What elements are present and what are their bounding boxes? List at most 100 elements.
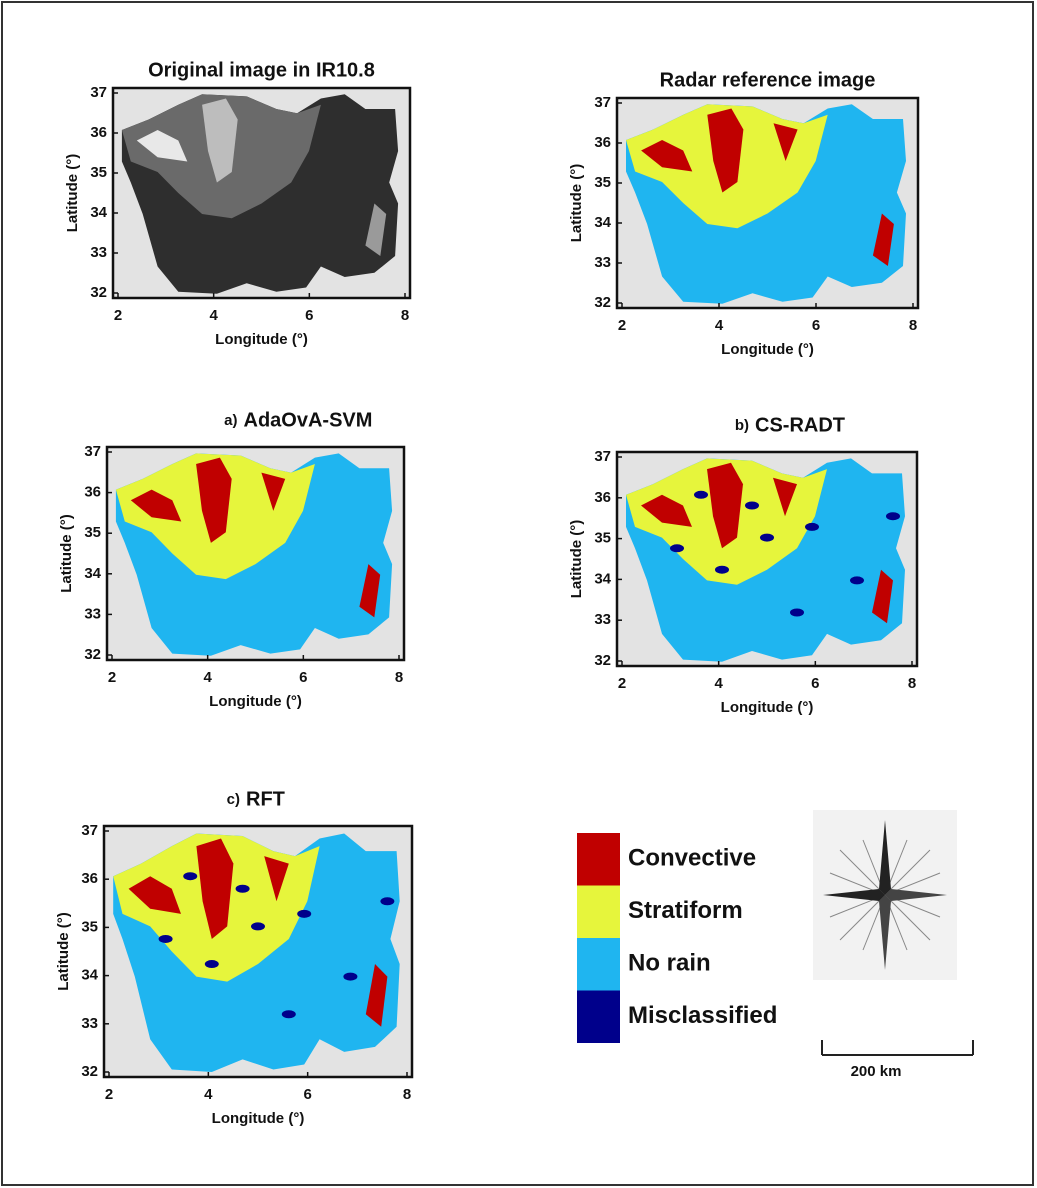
y-tick-label: 32 [594,652,611,669]
convective [196,838,234,939]
legend-label: Stratiform [628,897,743,924]
cloud [202,98,238,183]
scale-bar [821,1040,974,1056]
panel-title: Original image in IR10.8 [148,59,375,81]
y-tick-label: 35 [90,164,107,181]
map-frame [102,824,414,1079]
convective [641,494,692,527]
legend-swatch [577,885,620,938]
map-frame [111,86,412,300]
misclassified [715,565,729,574]
y-tick-label: 36 [81,870,98,887]
x-tick-label: 6 [303,1086,311,1103]
convective [365,964,388,1027]
convective [707,108,744,193]
misclassified [251,922,265,931]
x-tick-label: 8 [909,317,917,334]
x-tick-label: 2 [114,307,122,324]
map-panel: 2 4 6 8 32 33 34 35 36 37 Longitude (°) Latitude (°… [568,414,919,716]
misclassified [204,960,219,969]
panel-title: Radar reference image [660,69,876,91]
y-tick-label: 32 [90,284,107,301]
misclassified [694,490,708,499]
panel-title: RFT [246,788,285,810]
x-tick-label: 8 [908,675,916,692]
y-axis-label: Latitude (°) [568,164,585,243]
map-frame [615,96,920,310]
x-tick-label: 6 [812,317,820,334]
y-tick-label: 35 [594,174,611,191]
y-tick-label: 37 [594,94,611,111]
misclassified [297,909,312,918]
panel-title: CS-RADT [755,414,845,436]
y-tick-label: 36 [594,134,611,151]
y-axis-label: Latitude (°) [568,520,585,599]
convective [359,564,381,618]
y-tick-label: 37 [90,84,107,101]
y-tick-label: 34 [81,967,98,984]
misclassified [670,544,684,553]
cloud [136,130,188,162]
y-tick-label: 33 [84,605,101,622]
convective [641,140,693,172]
misclassified [183,872,198,881]
legend-label: Convective [628,844,756,871]
x-axis-label: Longitude (°) [721,699,814,716]
convective [128,876,181,914]
x-tick-label: 2 [618,317,626,334]
x-tick-label: 6 [299,669,307,686]
x-tick-label: 4 [209,307,218,324]
misclassified [380,897,395,906]
scale-label: 200 km [851,1063,902,1080]
y-axis-label: Latitude (°) [58,514,75,593]
y-tick-label: 36 [594,489,611,506]
x-tick-label: 2 [618,675,626,692]
map-panel: 2 4 6 8 32 33 34 35 36 37 Longitude (°) Latitude (°… [55,788,414,1127]
misclassified [805,522,819,531]
y-tick-label: 37 [594,448,611,465]
panel-label: c) [227,791,240,808]
map-frame [105,445,406,662]
map-image [121,94,399,294]
y-tick-label: 34 [90,204,107,221]
y-tick-label: 35 [84,524,101,541]
compass-e [885,889,947,901]
misclassified [886,512,900,521]
x-tick-label: 4 [715,317,724,334]
compass [813,810,957,980]
map-panel: 2 4 6 8 32 33 34 35 36 37 Longitude (°) Latitude (°… [64,59,412,348]
legend-swatch [577,990,620,1043]
x-tick-label: 2 [105,1086,113,1103]
convective [261,472,286,511]
map-image [115,453,393,656]
x-tick-label: 4 [204,1086,213,1103]
y-tick-label: 35 [81,918,98,935]
cloud [365,203,387,256]
convective [130,489,182,522]
convective [196,457,232,543]
x-tick-label: 6 [811,675,819,692]
misclassified [850,576,864,585]
misclassified [158,934,173,943]
y-tick-label: 32 [84,646,101,663]
legend-label: No rain [628,949,711,976]
map-image [626,104,906,304]
y-tick-label: 32 [81,1063,98,1080]
compass-s [879,895,891,970]
x-tick-label: 8 [401,307,409,324]
misclassified [760,533,774,542]
legend-label: Misclassified [628,1002,777,1029]
y-axis-label: Latitude (°) [64,154,81,233]
compass-n [879,820,891,895]
map-image [113,833,400,1072]
y-tick-label: 34 [84,565,101,582]
misclassified [281,1010,296,1019]
legend-swatch [577,938,620,991]
y-tick-label: 33 [81,1015,98,1032]
x-axis-label: Longitude (°) [209,693,302,710]
x-tick-label: 8 [403,1086,411,1103]
y-tick-label: 34 [594,214,611,231]
panel-label: a) [224,412,237,429]
misclassified [235,884,250,893]
